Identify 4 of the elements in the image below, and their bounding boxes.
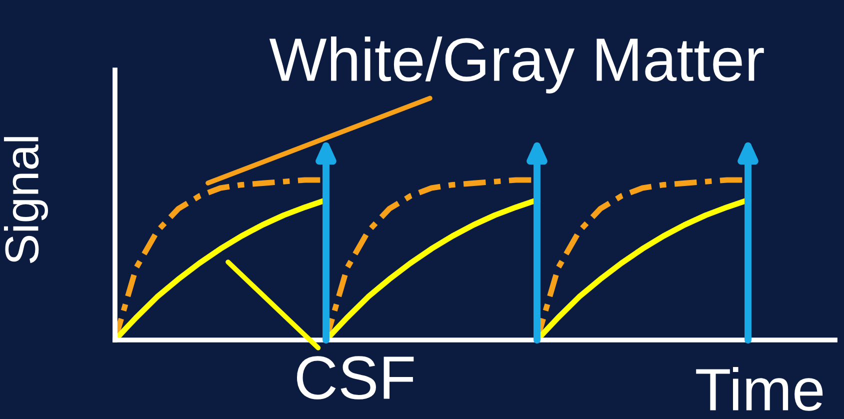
x-axis-title: Time <box>696 367 823 411</box>
text: White/Gray Matter <box>269 36 764 94</box>
y-axis-title: Signal <box>4 137 48 264</box>
text: CSF <box>296 356 414 400</box>
